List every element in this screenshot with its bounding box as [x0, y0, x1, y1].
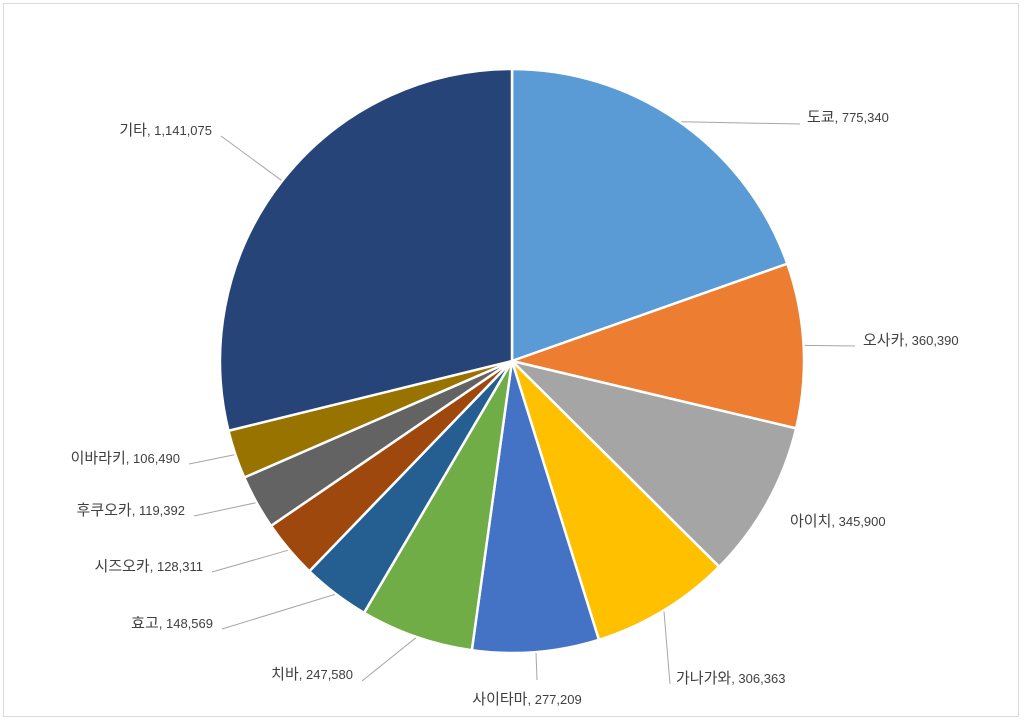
data-label-value: , 1,141,075 — [147, 123, 212, 138]
leader-line-10 — [188, 454, 235, 465]
pie-slice-5 — [470, 359, 601, 655]
data-label-7: 효고, 148,569 — [131, 614, 213, 632]
pie-slice-4 — [510, 359, 721, 642]
data-label-category: 기타 — [119, 121, 147, 139]
data-label-category: 오사카 — [863, 331, 905, 349]
data-label-category: 시즈오카 — [95, 557, 150, 575]
data-label-9: 후쿠오카, 119,392 — [77, 501, 185, 519]
data-label-4: 가나가와, 306,363 — [676, 669, 785, 687]
leader-line-8 — [211, 549, 289, 573]
data-label-category: 치바 — [271, 665, 299, 683]
leader-line-7 — [221, 593, 336, 630]
leader-line-2 — [804, 344, 856, 347]
data-label-value: , 345,900 — [831, 514, 885, 529]
data-label-value: , 128,311 — [150, 559, 203, 574]
data-label-category: 효고 — [131, 614, 159, 632]
pie-slice-6 — [362, 359, 514, 652]
leader-lines — [188, 121, 856, 685]
data-label-value: , 247,580 — [299, 667, 353, 682]
pie-slice-11 — [218, 67, 514, 433]
data-label-value: , 106,490 — [126, 451, 180, 466]
data-label-value: , 277,209 — [527, 692, 581, 707]
data-label-2: 오사카, 360,390 — [863, 331, 959, 349]
leader-line-4 — [663, 611, 671, 685]
data-label-category: 사이타마 — [472, 690, 527, 708]
data-label-3: 아이치, 345,900 — [790, 512, 886, 530]
data-label-1: 도쿄, 775,340 — [807, 108, 889, 126]
data-label-10: 이바라키, 106,490 — [71, 449, 180, 467]
data-labels: 도쿄, 775,340 오사카, 360,390 아이치, 345,900 가나가와,… — [71, 108, 959, 708]
leader-line-1 — [681, 121, 801, 125]
leader-line-9 — [193, 502, 256, 517]
data-label-value: , 775,340 — [835, 110, 889, 125]
pie-slice-3 — [510, 359, 798, 569]
data-label-value: , 119,392 — [132, 503, 185, 518]
data-label-category: 가나가와 — [676, 669, 731, 687]
leader-line-11 — [220, 135, 282, 181]
data-label-value: , 148,569 — [159, 616, 213, 631]
data-label-category: 도쿄 — [807, 108, 835, 126]
leader-line-6 — [361, 637, 417, 682]
data-label-category: 이바라키 — [71, 449, 126, 467]
pie-slice-2 — [510, 262, 806, 430]
data-label-value: , 306,363 — [731, 671, 785, 686]
data-label-5: 사이타마, 277,209 — [472, 690, 581, 708]
data-label-value: , 360,390 — [904, 333, 958, 348]
data-label-category: 아이치 — [790, 512, 831, 530]
pie-slices — [218, 67, 806, 655]
data-label-category: 후쿠오카 — [77, 501, 132, 519]
leader-line-5 — [535, 652, 538, 681]
data-label-11: 기타, 1,141,075 — [119, 121, 212, 139]
data-label-8: 시즈오카, 128,311 — [95, 557, 203, 575]
data-label-6: 치바, 247,580 — [271, 665, 353, 683]
